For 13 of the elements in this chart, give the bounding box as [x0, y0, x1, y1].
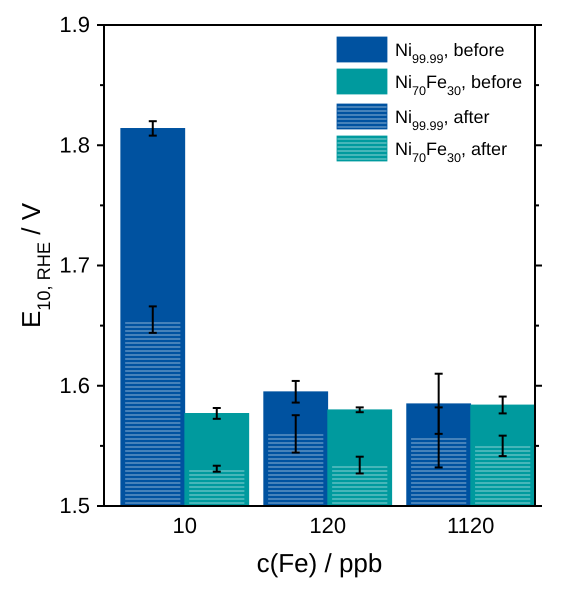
y-tick-label: 1.9	[59, 12, 90, 38]
legend-label: Ni$_{99.99}$, after	[395, 107, 490, 133]
x-tick-label: 120	[309, 513, 346, 538]
x-tick-label: 10	[172, 513, 198, 538]
legend-label: Ni$_{99.99}$, before	[395, 40, 505, 66]
y-tick-label: 1.8	[59, 132, 90, 158]
y-tick-label: 1.6	[59, 372, 90, 398]
y-tick-label: 1.7	[59, 252, 90, 278]
y-tick-label: 1.5	[59, 493, 90, 518]
legend-label: Ni$_{70}$Fe$_{30}$, after	[395, 139, 508, 165]
legend-label: Ni$_{70}$Fe$_{30}$, before	[395, 72, 522, 98]
x-axis-title: c(Fe) / ppb	[256, 548, 382, 578]
x-tick-label: 1120	[447, 513, 494, 538]
